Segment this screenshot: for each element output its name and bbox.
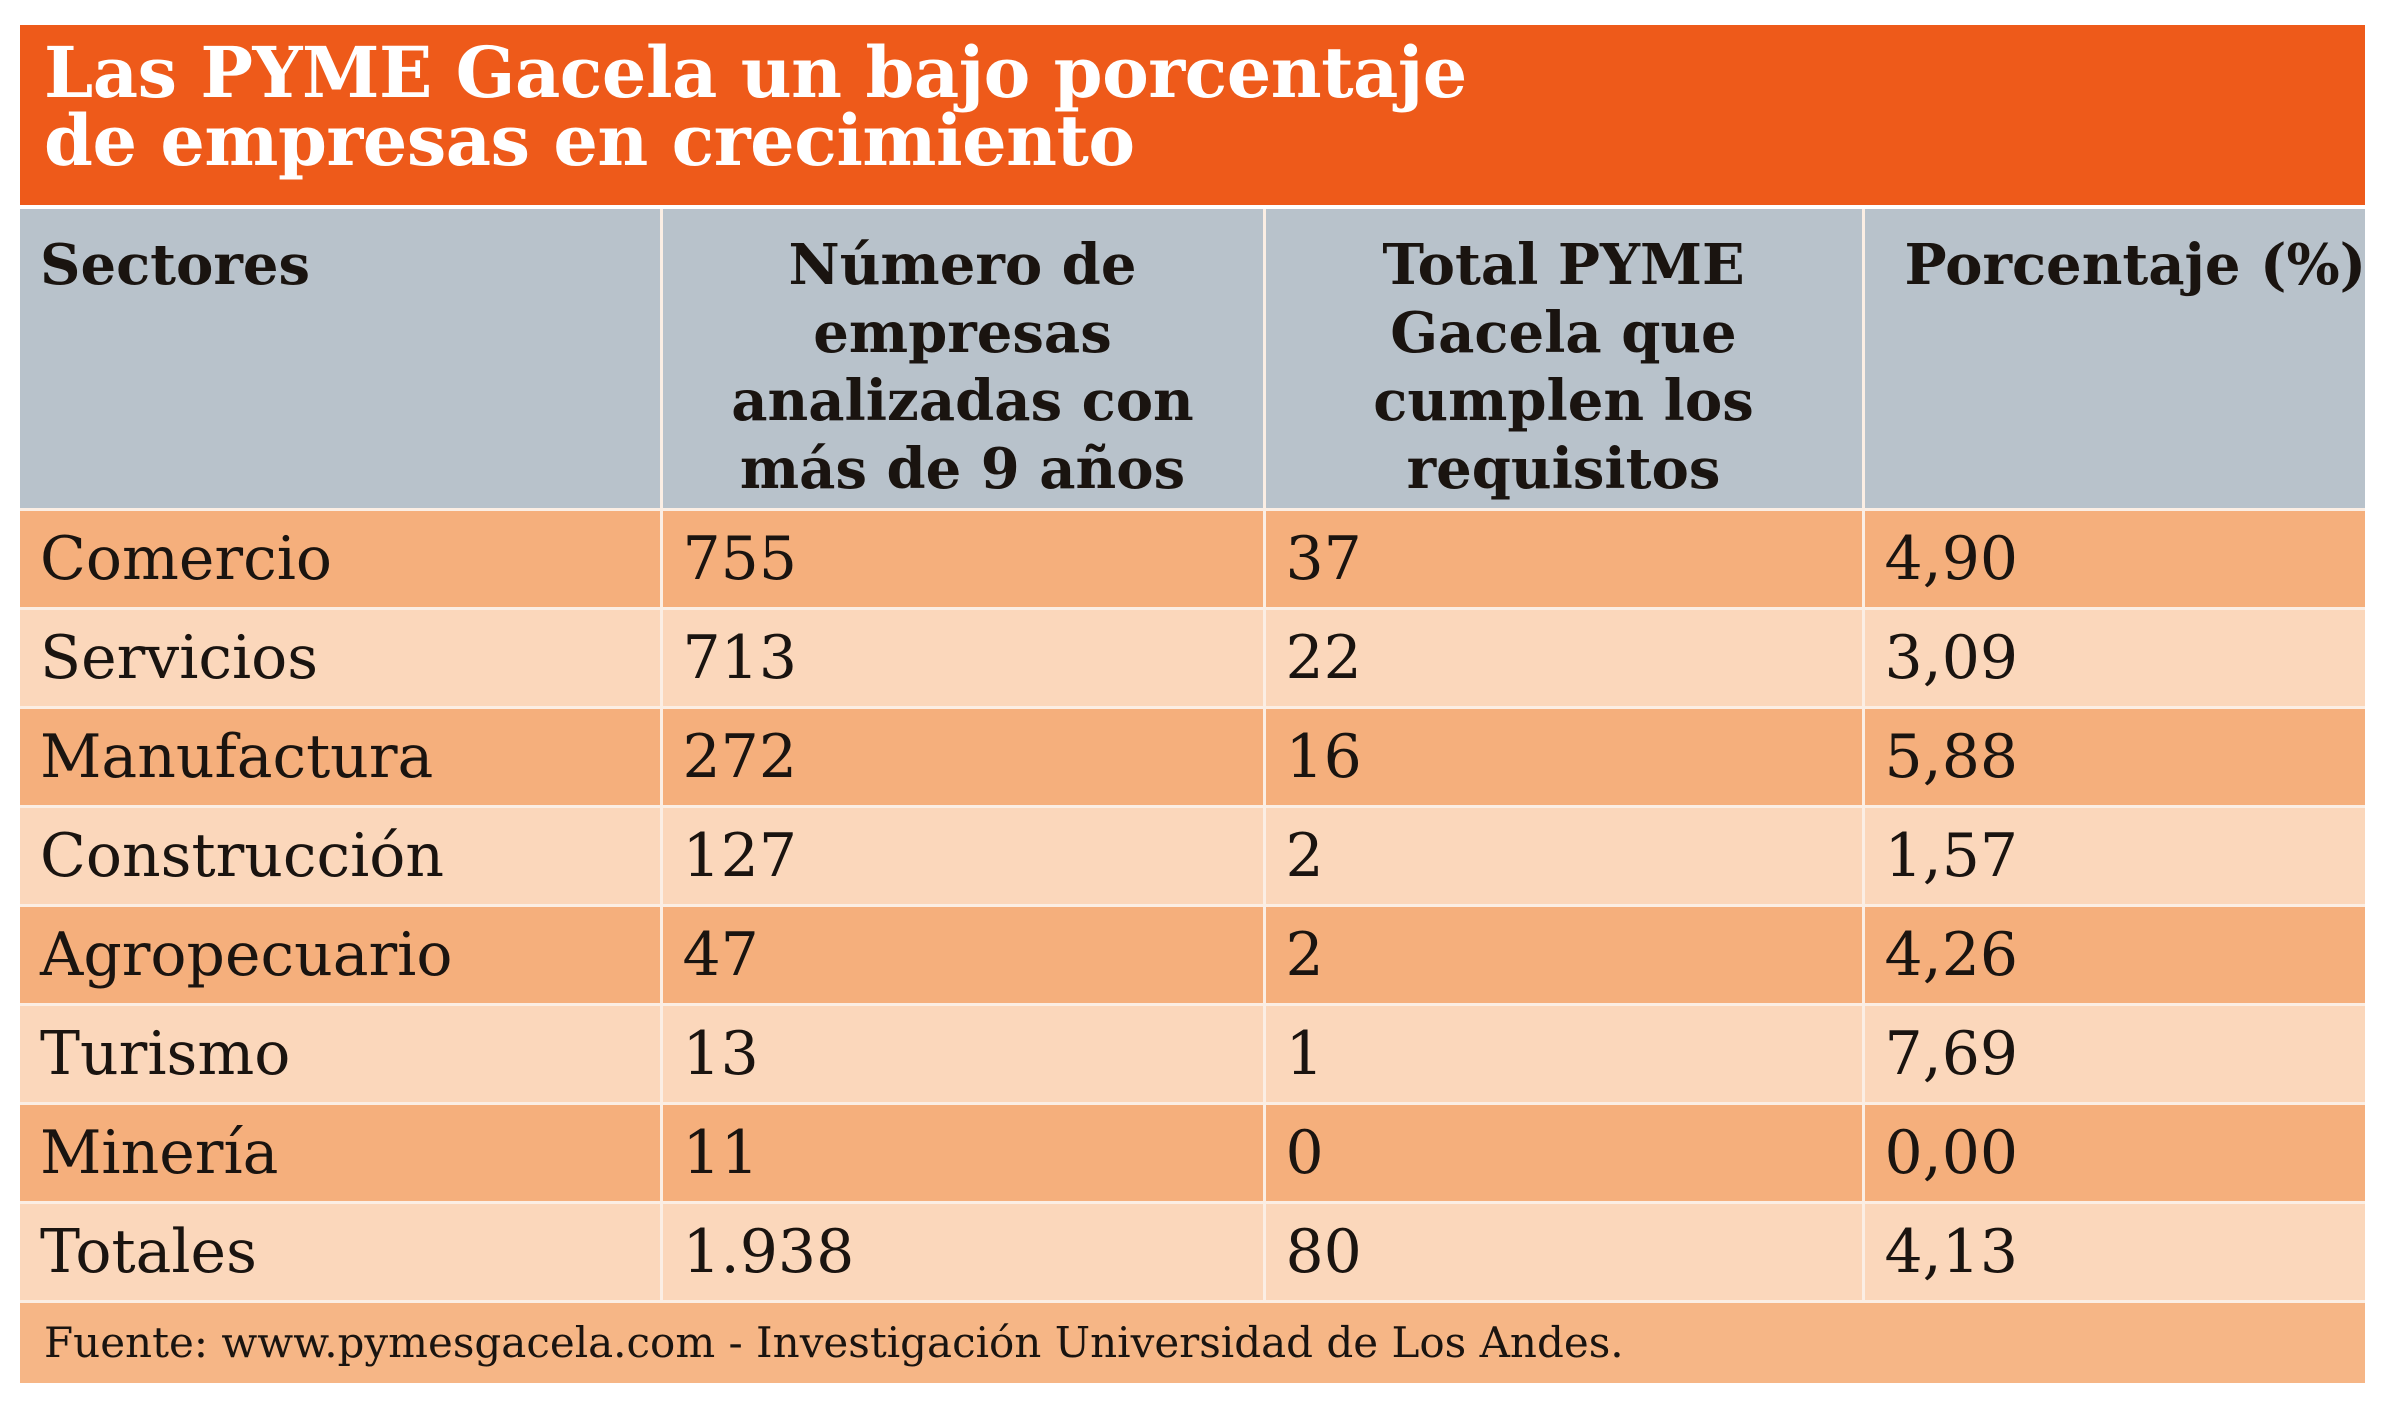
cell-sector: Manufactura [20, 707, 663, 808]
cell-total-pyme: 1 [1264, 1004, 1865, 1105]
title-line-2: de empresas en crecimiento [44, 99, 1135, 182]
cell-sector: Construcción [20, 806, 663, 907]
header-total-pyme: Total PYME Gacela que cumplen los requisito… [1264, 209, 1865, 511]
cell-sector: Minería [20, 1103, 663, 1204]
cell-total-pyme: 0 [1264, 1103, 1865, 1204]
table-row: Minería 11 0 0,00 [20, 1103, 2365, 1204]
source-footer: Fuente: www.pymesgacela.com - Investigac… [20, 1302, 2365, 1383]
cell-total-pyme: 37 [1264, 509, 1865, 610]
cell-sector: Turismo [20, 1004, 663, 1105]
header-porcentaje: Porcentaje (%) [1863, 209, 2366, 511]
cell-porcentaje: 5,88 [1863, 707, 2365, 808]
cell-total-pyme: 80 [1264, 1202, 1865, 1303]
cell-porcentaje: 4,26 [1863, 905, 2365, 1006]
cell-total-pyme: 22 [1264, 608, 1865, 709]
table-title: Las PYME Gacela un bajo porcentaje de em… [20, 25, 2365, 205]
cell-numero-empresas: 713 [661, 608, 1266, 709]
cell-numero-empresas: 1.938 [661, 1202, 1266, 1303]
cell-numero-empresas: 272 [661, 707, 1266, 808]
table-row: Totales 1.938 80 4,13 [20, 1202, 2365, 1303]
table-row: Comercio 755 37 4,90 [20, 509, 2365, 610]
cell-sector: Comercio [20, 509, 663, 610]
cell-numero-empresas: 47 [661, 905, 1266, 1006]
cell-total-pyme: 16 [1264, 707, 1865, 808]
data-table: Sectores Número de empresas analizadas con… [20, 209, 2366, 1303]
cell-sector: Servicios [20, 608, 663, 709]
cell-sector: Agropecuario [20, 905, 663, 1006]
cell-numero-empresas: 755 [661, 509, 1266, 610]
cell-numero-empresas: 11 [661, 1103, 1266, 1204]
header-sectores: Sectores [20, 209, 663, 511]
table-row: Manufactura 272 16 5,88 [20, 707, 2365, 808]
cell-porcentaje: 0,00 [1863, 1103, 2365, 1204]
cell-porcentaje: 4,13 [1863, 1202, 2365, 1303]
cell-porcentaje: 3,09 [1863, 608, 2365, 709]
table-row: Construcción 127 2 1,57 [20, 806, 2365, 907]
cell-sector: Totales [20, 1202, 663, 1303]
cell-porcentaje: 7,69 [1863, 1004, 2365, 1105]
table-row: Turismo 13 1 7,69 [20, 1004, 2365, 1105]
cell-porcentaje: 4,90 [1863, 509, 2365, 610]
cell-total-pyme: 2 [1264, 806, 1865, 907]
cell-total-pyme: 2 [1264, 905, 1865, 1006]
header-numero-empresas: Número de empresas analizadas con más de 9 … [661, 209, 1266, 511]
header-row: Sectores Número de empresas analizadas con… [20, 209, 2366, 511]
table-row: Servicios 713 22 3,09 [20, 608, 2365, 709]
cell-porcentaje: 1,57 [1863, 806, 2365, 907]
cell-numero-empresas: 127 [661, 806, 1266, 907]
infographic-table: Las PYME Gacela un bajo porcentaje de em… [20, 25, 2366, 1383]
title-line-1: Las PYME Gacela un bajo porcentaje [44, 31, 1467, 114]
cell-numero-empresas: 13 [661, 1004, 1266, 1105]
table-row: Agropecuario 47 2 4,26 [20, 905, 2365, 1006]
